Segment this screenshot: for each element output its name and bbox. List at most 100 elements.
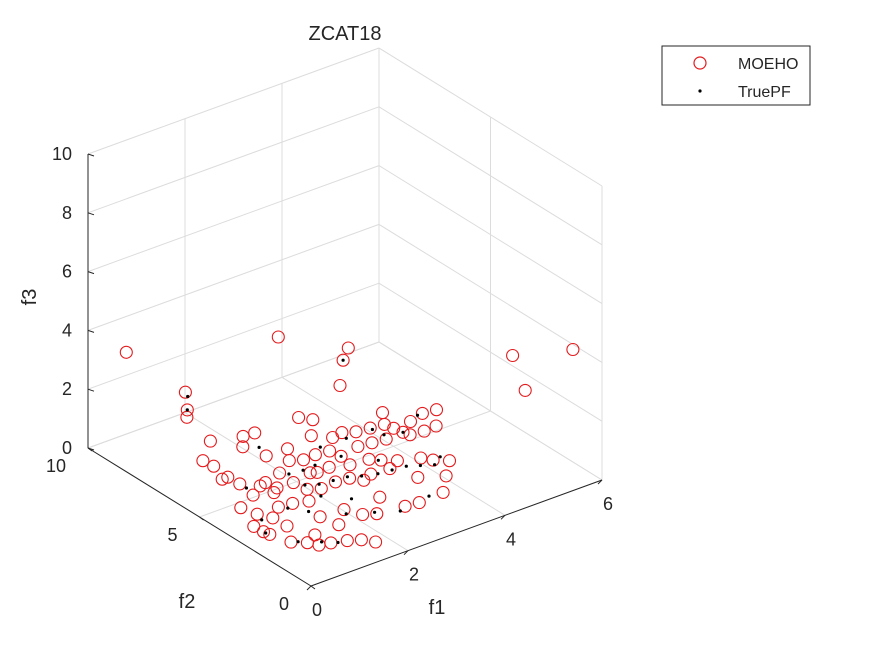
data-point-moeho[interactable] [379,432,393,446]
data-point-moeho[interactable] [324,536,338,550]
data-point-moeho[interactable] [429,419,443,433]
data-point-moeho[interactable] [373,490,387,504]
data-point-moeho[interactable] [340,534,354,548]
data-point-moeho[interactable] [296,453,311,467]
data-point-moeho[interactable] [337,503,351,517]
data-point-moeho[interactable] [233,477,247,491]
data-point-truepf[interactable] [336,540,340,545]
data-point-truepf[interactable] [185,408,189,412]
data-point-moeho[interactable] [203,434,217,448]
data-point-truepf[interactable] [376,472,380,476]
data-point-moeho[interactable] [286,476,300,490]
data-point-moeho[interactable] [365,436,379,450]
data-point-truepf[interactable] [186,394,190,399]
series-truepf[interactable] [185,358,442,545]
data-point-moeho[interactable] [334,449,348,463]
data-point-truepf[interactable] [264,531,268,535]
data-point-moeho[interactable] [271,500,285,514]
data-point-moeho[interactable] [271,330,285,344]
data-point-truepf[interactable] [303,483,307,487]
data-point-moeho[interactable] [398,499,412,513]
data-point-truepf[interactable] [301,468,305,472]
data-point-truepf[interactable] [370,427,374,432]
data-point-moeho[interactable] [266,511,280,525]
data-point-truepf[interactable] [313,463,317,467]
data-point-moeho[interactable] [322,460,336,474]
data-point-moeho[interactable] [248,426,262,440]
data-point-truepf[interactable] [320,540,324,544]
data-point-moeho[interactable] [304,429,318,443]
data-point-moeho[interactable] [302,494,316,508]
series-moeho[interactable] [119,330,580,552]
data-point-moeho[interactable] [221,470,235,484]
data-point-moeho[interactable] [178,385,192,399]
data-point-moeho[interactable] [343,458,357,472]
data-point-truepf[interactable] [286,506,290,510]
data-point-truepf[interactable] [317,482,321,486]
data-point-truepf[interactable] [398,509,402,513]
data-point-moeho[interactable] [518,383,532,397]
data-point-moeho[interactable] [196,454,210,468]
data-point-moeho[interactable] [442,454,457,468]
data-point-moeho[interactable] [263,527,277,541]
data-point-truepf[interactable] [260,518,264,522]
data-point-moeho[interactable] [303,466,317,480]
data-point-moeho[interactable] [282,454,296,468]
data-point-moeho[interactable] [412,496,426,510]
data-point-truepf[interactable] [376,458,380,462]
data-point-moeho[interactable] [363,421,377,435]
data-point-moeho[interactable] [312,538,326,552]
data-point-moeho[interactable] [343,471,357,485]
data-point-truepf[interactable] [360,474,364,478]
data-point-moeho[interactable] [396,425,410,439]
data-point-moeho[interactable] [374,453,388,467]
data-point-truepf[interactable] [433,463,437,467]
data-point-moeho[interactable] [335,426,349,440]
data-point-truepf[interactable] [287,472,291,476]
data-point-moeho[interactable] [292,410,306,425]
data-point-moeho[interactable] [383,462,397,476]
data-point-moeho[interactable] [300,482,314,496]
data-point-truepf[interactable] [319,494,323,498]
data-point-moeho[interactable] [415,406,429,420]
data-point-moeho[interactable] [280,442,295,456]
data-point-moeho[interactable] [259,449,273,463]
data-point-moeho[interactable] [356,507,370,522]
data-point-moeho[interactable] [349,425,363,439]
data-point-moeho[interactable] [314,481,328,496]
data-point-moeho[interactable] [411,470,425,484]
data-point-truepf[interactable] [318,445,322,449]
data-point-truepf[interactable] [390,468,394,472]
data-point-moeho[interactable] [341,341,355,355]
data-point-moeho[interactable] [354,533,368,547]
data-point-moeho[interactable] [566,342,580,357]
data-point-moeho[interactable] [267,486,281,500]
data-point-truepf[interactable] [415,413,420,417]
data-point-moeho[interactable] [332,518,346,532]
data-point-moeho[interactable] [369,535,383,549]
data-point-moeho[interactable] [417,424,431,438]
data-point-moeho[interactable] [426,453,440,467]
data-point-moeho[interactable] [313,510,327,524]
data-point-truepf[interactable] [345,475,349,479]
data-point-moeho[interactable] [310,465,324,479]
data-point-moeho[interactable] [403,428,417,442]
data-point-truepf[interactable] [373,510,377,514]
data-point-truepf[interactable] [427,494,431,498]
data-point-moeho[interactable] [439,469,453,483]
data-point-moeho[interactable] [429,403,444,417]
data-point-moeho[interactable] [414,451,428,465]
data-point-moeho[interactable] [250,507,264,521]
data-point-moeho[interactable] [234,501,248,515]
data-point-moeho[interactable] [236,440,250,454]
data-point-truepf[interactable] [344,436,348,440]
data-point-truepf[interactable] [401,430,405,434]
data-point-truepf[interactable] [296,540,300,544]
data-point-moeho[interactable] [390,454,404,468]
data-point-truepf[interactable] [344,512,348,516]
data-point-moeho[interactable] [258,476,272,490]
data-point-moeho[interactable] [306,413,320,427]
data-point-moeho[interactable] [286,496,300,510]
data-point-moeho[interactable] [328,475,343,489]
data-marks[interactable] [119,330,580,552]
